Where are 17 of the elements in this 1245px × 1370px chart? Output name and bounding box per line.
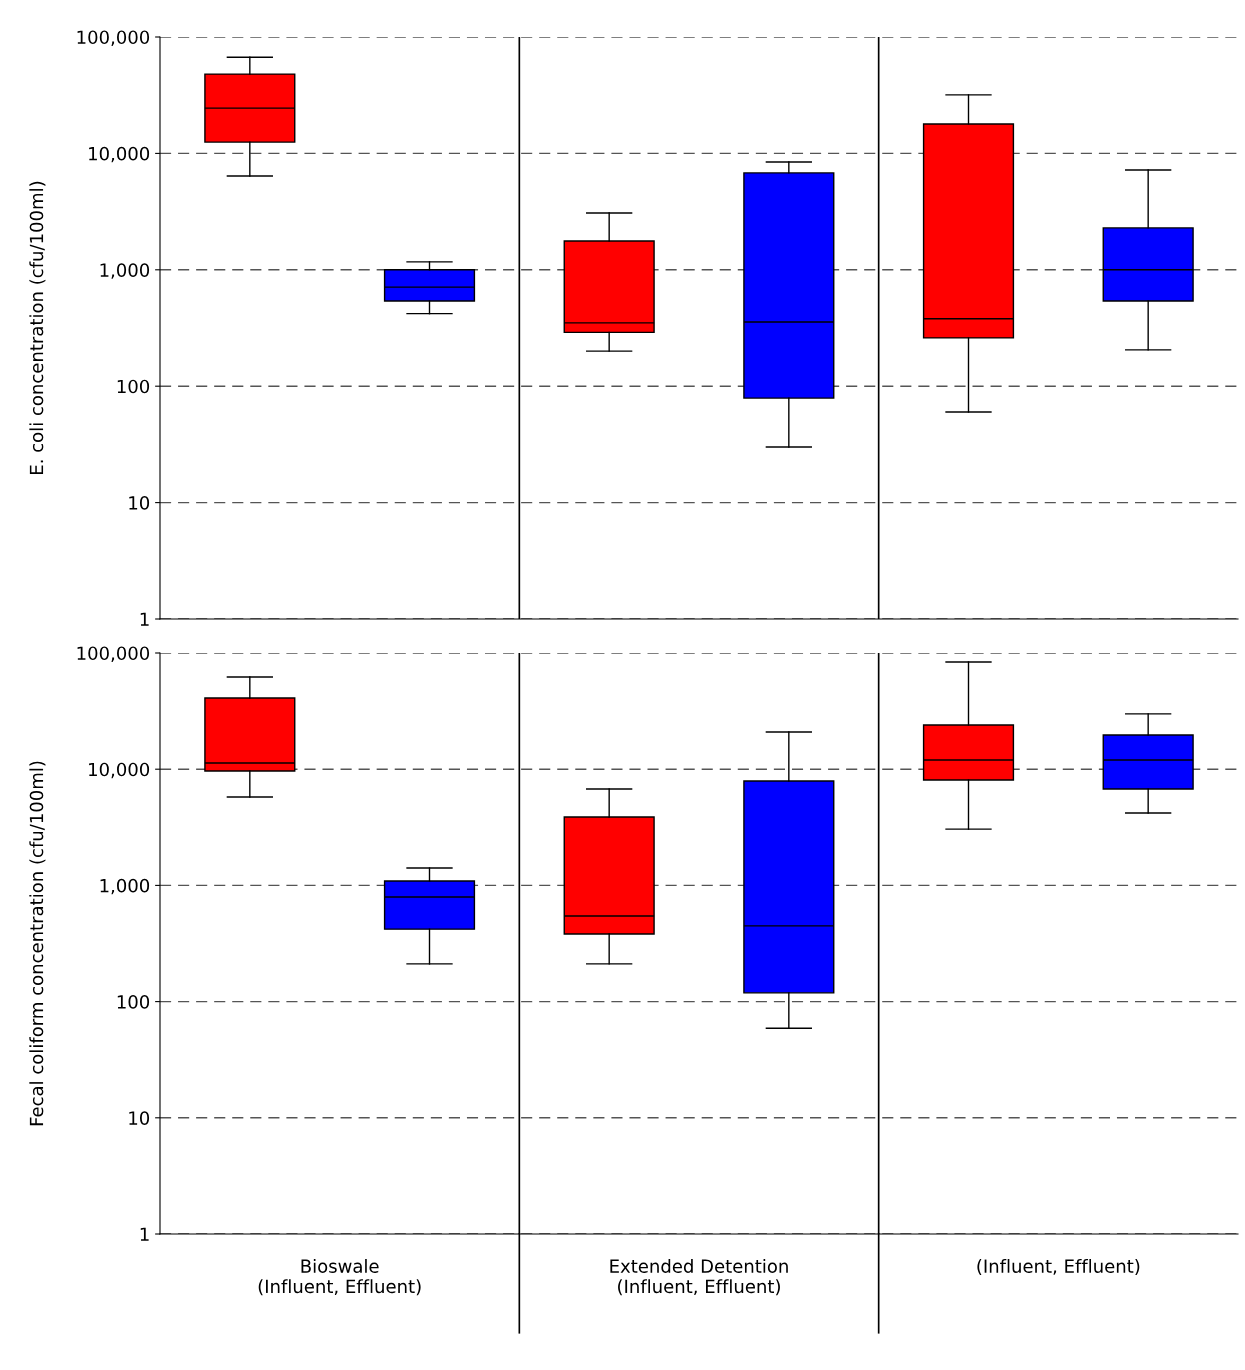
y-tick-label: 1 [140, 1227, 149, 1241]
y-axis-title: E. coli concentration (cfu/100ml) [29, 181, 46, 474]
y-tick-label: 1,000 [100, 263, 150, 279]
y-tick-label: 10,000 [89, 762, 150, 779]
y-tick-label: 10,000 [89, 146, 150, 163]
x-tick-label: (Influent, Effluent) [977, 1259, 1140, 1276]
y-tick-label: 100 [117, 995, 150, 1009]
y-tick-label: 100,000 [77, 646, 150, 662]
x-tick-label: Bioswale (Influent, Effluent) [258, 1259, 421, 1296]
x-tick-label: Extended Detention (Influent, Effluent) [610, 1259, 788, 1296]
y-tick-label: 10 [129, 1111, 150, 1125]
y-tick-label: 100,000 [77, 30, 150, 46]
y-tick-label: 1,000 [100, 878, 150, 895]
y-tick-label: 100 [117, 379, 150, 394]
y-tick-label: 1 [140, 612, 149, 626]
y-tick-label: 10 [129, 496, 150, 510]
y-axis-title: Fecal coliform concentration (cfu/100ml) [29, 761, 46, 1126]
